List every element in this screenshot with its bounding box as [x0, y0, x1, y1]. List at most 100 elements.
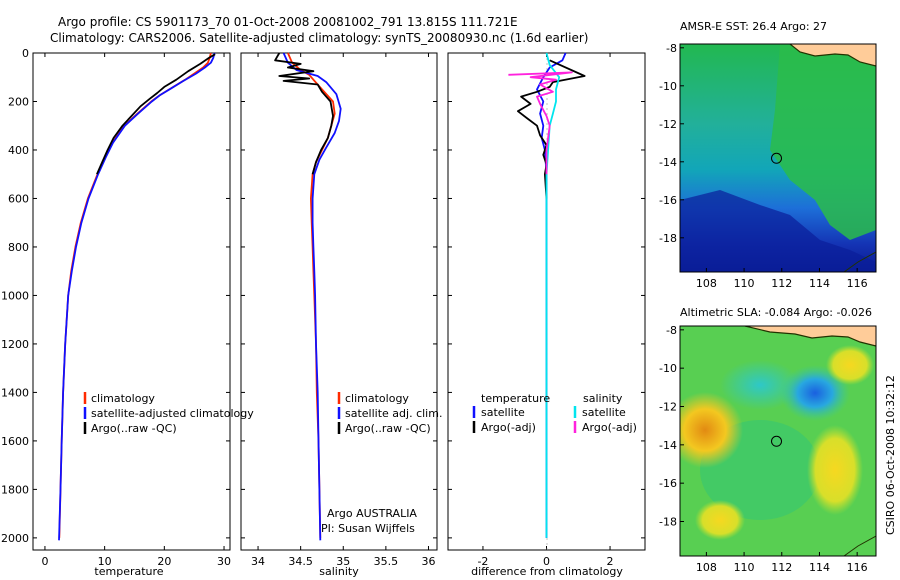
argo-australia-note: Argo AUSTRALIA [327, 507, 417, 520]
temperature-legend: climatology satellite-adjusted climatolo… [83, 392, 254, 435]
map-y-tick-label: -14 [659, 439, 677, 452]
temperature-series [58, 52, 216, 541]
figure-title-line1: Argo profile: CS 5901173_70 01-Oct-2008 … [58, 15, 518, 29]
map-y-tick-label: -8 [666, 324, 677, 337]
map-x-tick-label: 108 [696, 561, 717, 574]
legend-label-argo: Argo(..raw -QC) [345, 422, 431, 435]
salinity-ticks: 34 34.5 35 35.5 36 [241, 52, 437, 568]
sst-map-frame [679, 43, 877, 273]
temperature-axes [32, 52, 231, 551]
sla-yellow-patch-east [807, 425, 863, 515]
salinity-axes [240, 52, 438, 551]
y-tick-label: 200 [8, 95, 29, 108]
x-tick-label: 35.5 [374, 555, 399, 568]
x-tick-label: 34 [251, 555, 265, 568]
map-y-tick-label: -16 [659, 194, 677, 207]
sst-cool-region [680, 190, 876, 272]
map-y-tick-label: -18 [659, 516, 677, 529]
map-y-tick-label: -10 [659, 362, 677, 375]
sla-map-ticks: 108 110 112 114 116 -8 -10 -12 -14 -16 -18 [659, 324, 868, 574]
temperature-ticks: 0 10 20 30 0 200 400 600 800 1000 1200 1400 1600 1800… [1, 47, 231, 568]
map-y-tick-label: -12 [659, 118, 677, 131]
x-tick-label: 0 [543, 555, 550, 568]
x-tick-label: 34.5 [288, 555, 313, 568]
legend-label-sal-satellite: satellite [582, 406, 626, 419]
sst-float-marker [771, 152, 783, 164]
x-tick-label: 2 [607, 555, 614, 568]
legend-label-temp-argo: Argo(-adj) [481, 421, 536, 434]
map-x-tick-label: 112 [771, 277, 792, 290]
sla-warm-eddy [680, 392, 743, 468]
pi-note: PI: Susan Wijffels [321, 522, 415, 535]
sla-coastline-south [843, 535, 876, 556]
sla-cyan-patch [720, 360, 800, 410]
sst-land [790, 44, 876, 66]
map-y-tick-label: -10 [659, 80, 677, 93]
sst-map-ticks: 108 110 112 114 116 -8 -10 -12 -14 -16 -18 [659, 42, 868, 290]
y-tick-label: 1800 [1, 483, 29, 496]
series-line-satellite-adj-clim- [282, 52, 342, 541]
difference-series [508, 52, 586, 538]
series-line-satellite-adjusted-climatology [58, 52, 216, 541]
series-line-temperature-argo-adj- [517, 59, 586, 199]
temperature-xlabel: temperature [94, 565, 163, 578]
legend-label-climatology: climatology [345, 392, 409, 405]
x-tick-label: 30 [217, 555, 231, 568]
y-tick-label: 600 [8, 192, 29, 205]
sst-map-title: AMSR-E SST: 26.4 Argo: 27 [680, 20, 827, 33]
legend-label-sal-argo: Argo(-adj) [582, 421, 637, 434]
sla-map-title: Altimetric SLA: -0.084 Argo: -0.026 [680, 306, 872, 319]
difference-ticks: -2 0 2 [448, 52, 645, 568]
sla-map-frame [679, 325, 877, 557]
x-tick-label: 20 [157, 555, 171, 568]
legend-label-argo: Argo(..raw -QC) [91, 422, 177, 435]
map-x-tick-label: 110 [734, 561, 755, 574]
y-tick-label: 800 [8, 241, 29, 254]
x-tick-label: -2 [477, 555, 488, 568]
y-tick-label: 2000 [1, 532, 29, 545]
salinity-xlabel: salinity [319, 565, 359, 578]
map-x-tick-label: 114 [809, 561, 830, 574]
map-y-tick-label: -12 [659, 401, 677, 414]
map-y-tick-label: -14 [659, 156, 677, 169]
map-x-tick-label: 108 [696, 277, 717, 290]
series-line-salinity-argo-adj- [508, 71, 573, 175]
x-tick-label: 10 [98, 555, 112, 568]
legend-label-temp-satellite: satellite [481, 406, 525, 419]
map-y-tick-label: -16 [659, 477, 677, 490]
sla-yellow-patch-ne [826, 345, 874, 385]
legend-header-temperature: temperature [481, 392, 550, 405]
sla-coastline [744, 326, 876, 347]
difference-xlabel: difference from climatology [471, 565, 623, 578]
legend-label-satellite: satellite adj. clim. [345, 407, 442, 420]
salinity-legend: climatology satellite adj. clim. Argo(..… [321, 392, 442, 535]
map-x-tick-label: 116 [847, 277, 868, 290]
map-x-tick-label: 112 [771, 561, 792, 574]
series-line-climatology [287, 52, 336, 538]
y-tick-label: 1600 [1, 435, 29, 448]
sla-land [745, 326, 876, 346]
sst-map-field [680, 44, 876, 272]
y-tick-label: 1400 [1, 386, 29, 399]
y-tick-label: 1000 [1, 289, 29, 302]
series-line-temperature-satellite [536, 52, 567, 538]
legend-label-climatology: climatology [91, 392, 155, 405]
sla-blue-eddy [780, 365, 850, 421]
map-x-tick-label: 116 [847, 561, 868, 574]
x-tick-label: 0 [41, 555, 48, 568]
sst-coastline-south [843, 251, 876, 272]
x-tick-label: 35 [336, 555, 350, 568]
map-y-tick-label: -8 [666, 42, 677, 55]
y-tick-label: 0 [22, 47, 29, 60]
y-tick-label: 1200 [1, 338, 29, 351]
sla-map-field [680, 326, 876, 556]
series-line-argo-raw-qc- [96, 53, 216, 175]
series-line-salinity-satellite [545, 52, 561, 538]
y-tick-label: 400 [8, 144, 29, 157]
series-line-argo-raw-qc- [274, 52, 334, 175]
sst-coastline [789, 44, 876, 67]
difference-legend: temperature salinity satellite Argo(-adj… [472, 392, 637, 434]
csiro-timestamp: CSIRO 06-Oct-2008 10:32:12 [884, 375, 897, 535]
map-x-tick-label: 114 [809, 277, 830, 290]
